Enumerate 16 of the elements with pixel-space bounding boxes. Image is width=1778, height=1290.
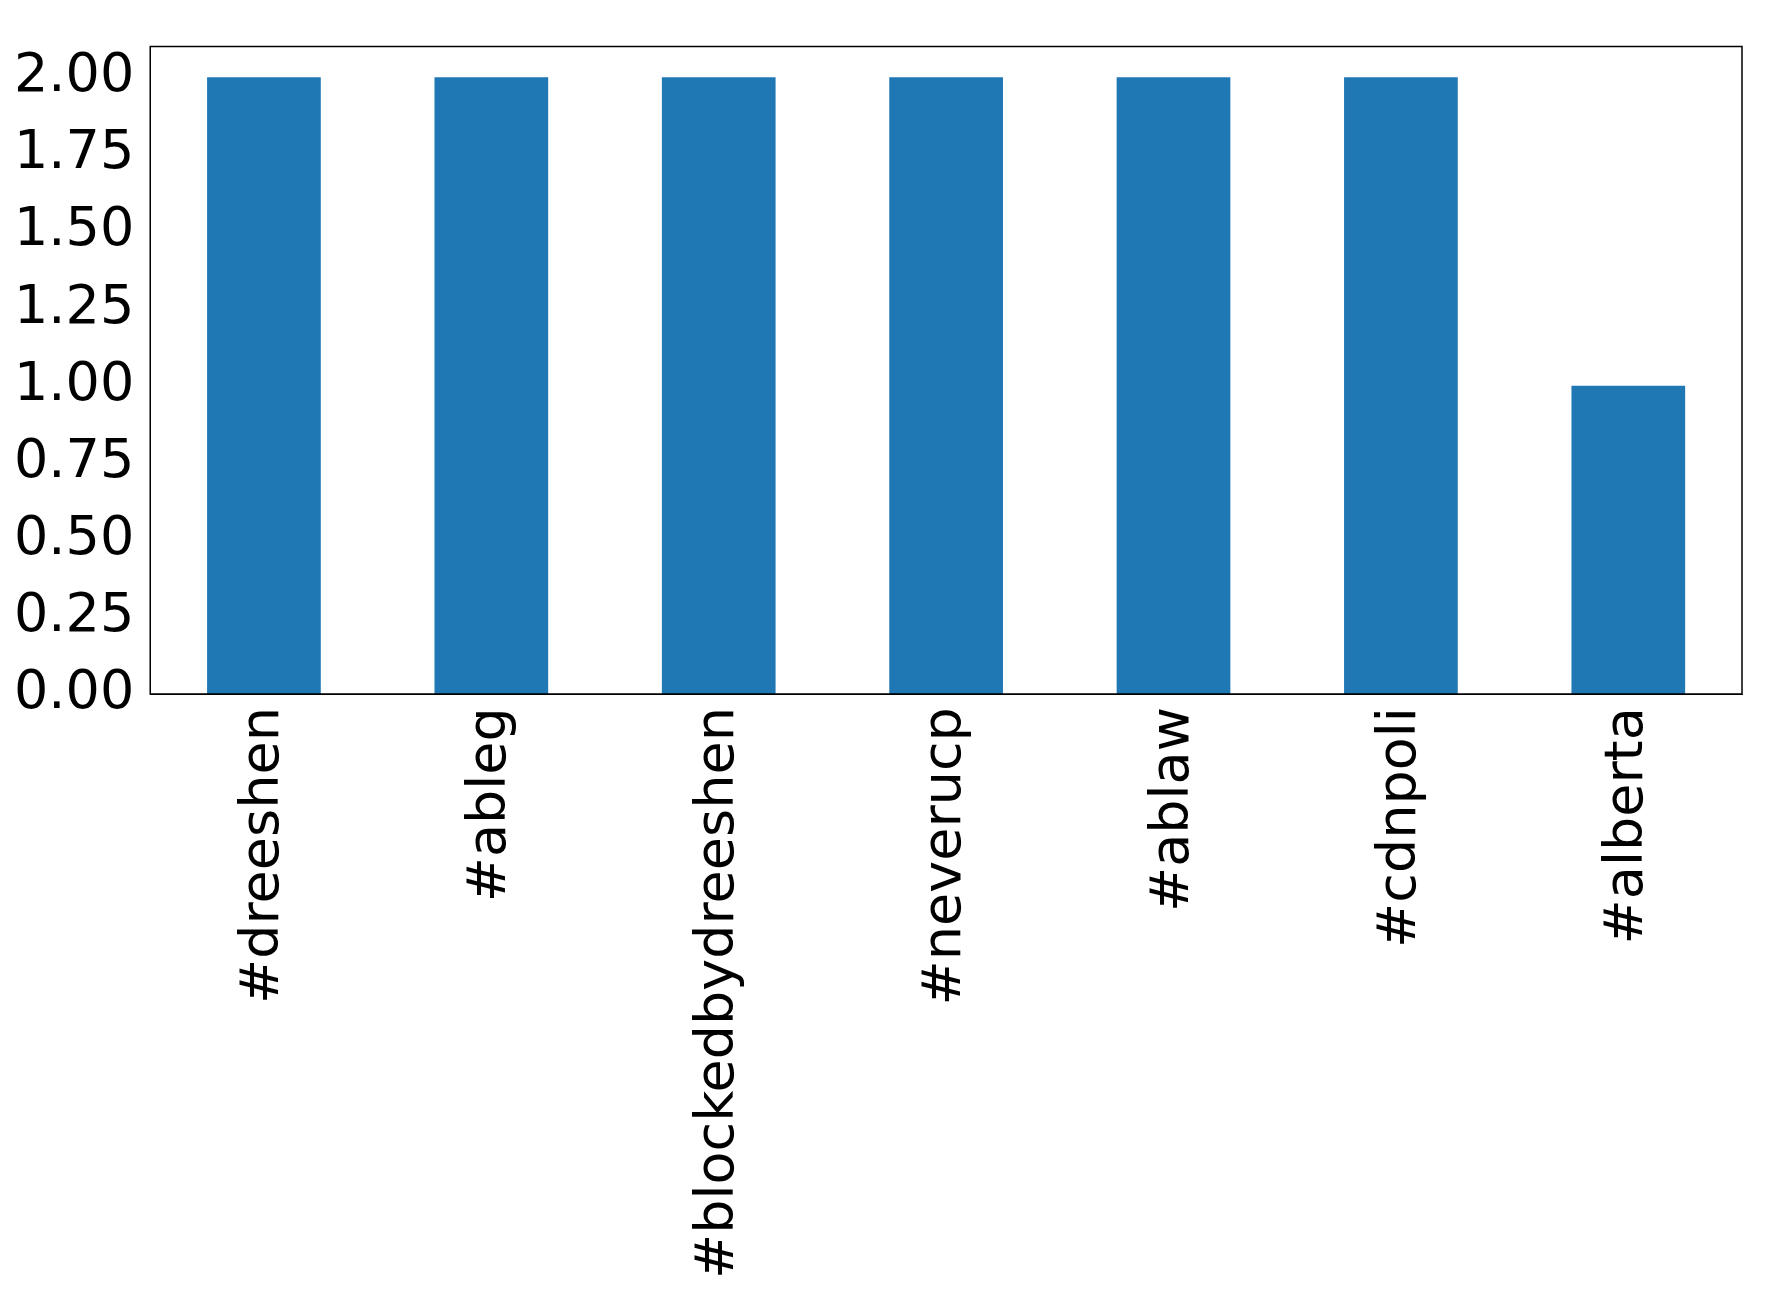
y-tick-label: 1.00 (14, 349, 135, 413)
x-tick-label: #ablaw (1137, 707, 1201, 912)
x-tick-label: #alberta (1592, 707, 1656, 945)
y-tick-label: 0.25 (14, 581, 135, 645)
x-tick-label: #dreeshen (227, 707, 291, 1004)
y-tick-label: 1.50 (14, 195, 135, 259)
y-tick-label: 1.75 (14, 118, 135, 182)
x-tick-label: #cdnpoli (1364, 707, 1428, 948)
x-tick-label: #neverucp (910, 707, 974, 1006)
y-tick-label: 0.00 (14, 658, 135, 722)
y-tick-label: 0.50 (14, 503, 135, 567)
y-tick-label: 2.00 (14, 41, 135, 105)
y-tick-label: 1.25 (14, 272, 135, 336)
y-tick-label: 0.75 (14, 426, 135, 490)
x-tick-label: #ableg (455, 707, 519, 903)
x-tick-label: #blockedbydreeshen (682, 707, 746, 1280)
